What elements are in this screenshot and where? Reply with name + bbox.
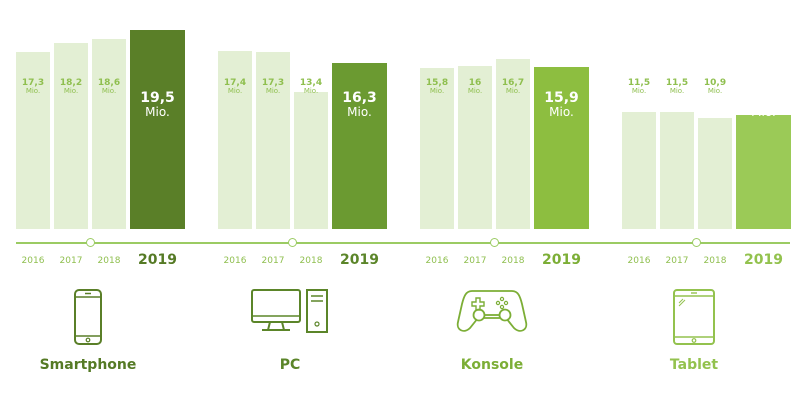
- timeline-marker: [692, 238, 701, 247]
- bar-data-label: 15,9 Mio.: [534, 91, 589, 118]
- bar-unit: Mio.: [347, 104, 372, 119]
- bar-value: 13,4: [299, 78, 323, 88]
- bar-data-label: 16,3 Mio.: [332, 91, 387, 118]
- bar-unit: Mio.: [25, 87, 41, 96]
- year-label: 2019: [138, 252, 177, 268]
- bar-unit: Mio.: [303, 87, 319, 96]
- bar-unit: Mio.: [145, 104, 170, 119]
- bar-value: 17,3: [261, 77, 285, 88]
- bar-data-label: 17,3 Mio.: [256, 77, 290, 96]
- timeline-axis: [16, 242, 790, 244]
- bar-data-label: 18,2 Mio.: [54, 77, 88, 96]
- bar-pc-2019: 16,3 Mio.: [332, 62, 387, 229]
- bar-value: 11,2: [746, 90, 781, 106]
- bar-smartphone-2017: 18,2 Mio.: [54, 43, 88, 229]
- gamepad-icon: [456, 288, 528, 338]
- year-label: 2018: [299, 256, 323, 266]
- year-label: 2017: [59, 256, 83, 266]
- bar-data-label: 13,4 Mio.: [294, 78, 328, 96]
- timeline-marker: [288, 238, 297, 247]
- year-label: 2017: [261, 256, 285, 266]
- bar-tablet-2016: 11,5 Mio.: [622, 78, 656, 229]
- bar-value: 11,5: [627, 78, 651, 88]
- bar-unit: Mio.: [631, 87, 647, 96]
- year-label: 2019: [340, 252, 379, 268]
- bar-pc-2018: 13,4 Mio.: [294, 78, 328, 229]
- device-label-tablet: Tablet: [669, 357, 719, 373]
- bar-data-label: 16 Mio.: [458, 77, 492, 96]
- bar-konsole-2019: 15,9 Mio.: [534, 66, 589, 229]
- year-label: 2018: [501, 256, 525, 266]
- bar-value: 18,2: [59, 77, 83, 88]
- device-label-konsole: Konsole: [460, 357, 524, 373]
- bar-tablet-2017: 11,5 Mio.: [660, 78, 694, 229]
- timeline-marker: [490, 238, 499, 247]
- year-label: 2019: [542, 252, 581, 268]
- bar-data-label: 11,5 Mio.: [622, 78, 656, 96]
- bar-pc-2016: 17,4 Mio.: [218, 51, 252, 229]
- bar-value: 16: [468, 77, 482, 88]
- bar-unit: Mio.: [429, 87, 445, 96]
- bar-value: 17,3: [21, 77, 45, 88]
- smartphone-icon: [71, 288, 105, 350]
- year-label: 2016: [627, 256, 651, 266]
- bar-tablet-2019: 11,2 Mio.: [736, 91, 791, 229]
- bar-smartphone-2019: 19,5 Mio.: [130, 30, 185, 229]
- bar-unit: Mio.: [707, 87, 723, 96]
- bar-value: 15,9: [544, 89, 579, 106]
- bar-unit: Mio.: [101, 87, 117, 96]
- year-label: 2016: [223, 256, 247, 266]
- bar-konsole-2016: 15,8 Mio.: [420, 67, 454, 229]
- bar-unit: Mio.: [227, 87, 243, 96]
- bar-value: 16,7: [501, 77, 525, 88]
- bar-unit: Mio.: [669, 87, 685, 96]
- year-label: 2016: [21, 256, 45, 266]
- year-label: 2017: [463, 256, 487, 266]
- year-label: 2018: [97, 256, 121, 266]
- year-label: 2019: [744, 252, 783, 268]
- bar-value: 18,6: [97, 77, 121, 88]
- device-label-pc: PC: [279, 357, 301, 373]
- bar-smartphone-2016: 17,3 Mio.: [16, 52, 50, 229]
- bar-data-label: 16,7 Mio.: [496, 77, 530, 96]
- bar-pc-2017: 17,3 Mio.: [256, 52, 290, 229]
- year-label: 2017: [665, 256, 689, 266]
- bar-konsole-2017: 16 Mio.: [458, 65, 492, 229]
- timeline-marker: [86, 238, 95, 247]
- device-label-smartphone: Smartphone: [39, 357, 137, 373]
- tablet-icon: [671, 288, 717, 350]
- bar-value: 16,3: [342, 89, 377, 106]
- bar-value: 15,8: [425, 77, 449, 88]
- bar-unit: Mio.: [265, 87, 281, 96]
- year-label: 2016: [425, 256, 449, 266]
- bar-tablet-2018: 10,9 Mio.: [698, 78, 732, 229]
- bar-unit: Mio.: [549, 104, 574, 119]
- bar-unit: Mio.: [63, 87, 79, 96]
- bar-unit: Mio.: [467, 87, 483, 96]
- bar-value: 11,5: [665, 78, 689, 88]
- bar-value: 19,5: [140, 90, 175, 106]
- bar-data-label: 19,5 Mio.: [130, 91, 185, 118]
- bar-unit: Mio.: [751, 104, 776, 119]
- year-label: 2018: [703, 256, 727, 266]
- bar-smartphone-2018: 18,6 Mio.: [92, 39, 126, 229]
- bar-value: 17,4: [223, 77, 247, 88]
- bar-value: 10,9: [703, 78, 727, 88]
- bar-data-label: 11,2 Mio.: [736, 91, 791, 118]
- bar-data-label: 17,3 Mio.: [16, 77, 50, 96]
- bar-data-label: 17,4 Mio.: [218, 77, 252, 96]
- bar-data-label: 18,6 Mio.: [92, 77, 126, 96]
- bar-data-label: 10,9 Mio.: [698, 78, 732, 96]
- bar-data-label: 15,8 Mio.: [420, 77, 454, 96]
- desktop-pc-icon: [250, 288, 330, 338]
- bar-data-label: 11,5 Mio.: [660, 78, 694, 96]
- bar-unit: Mio.: [505, 87, 521, 96]
- bar-konsole-2018: 16,7 Mio.: [496, 58, 530, 229]
